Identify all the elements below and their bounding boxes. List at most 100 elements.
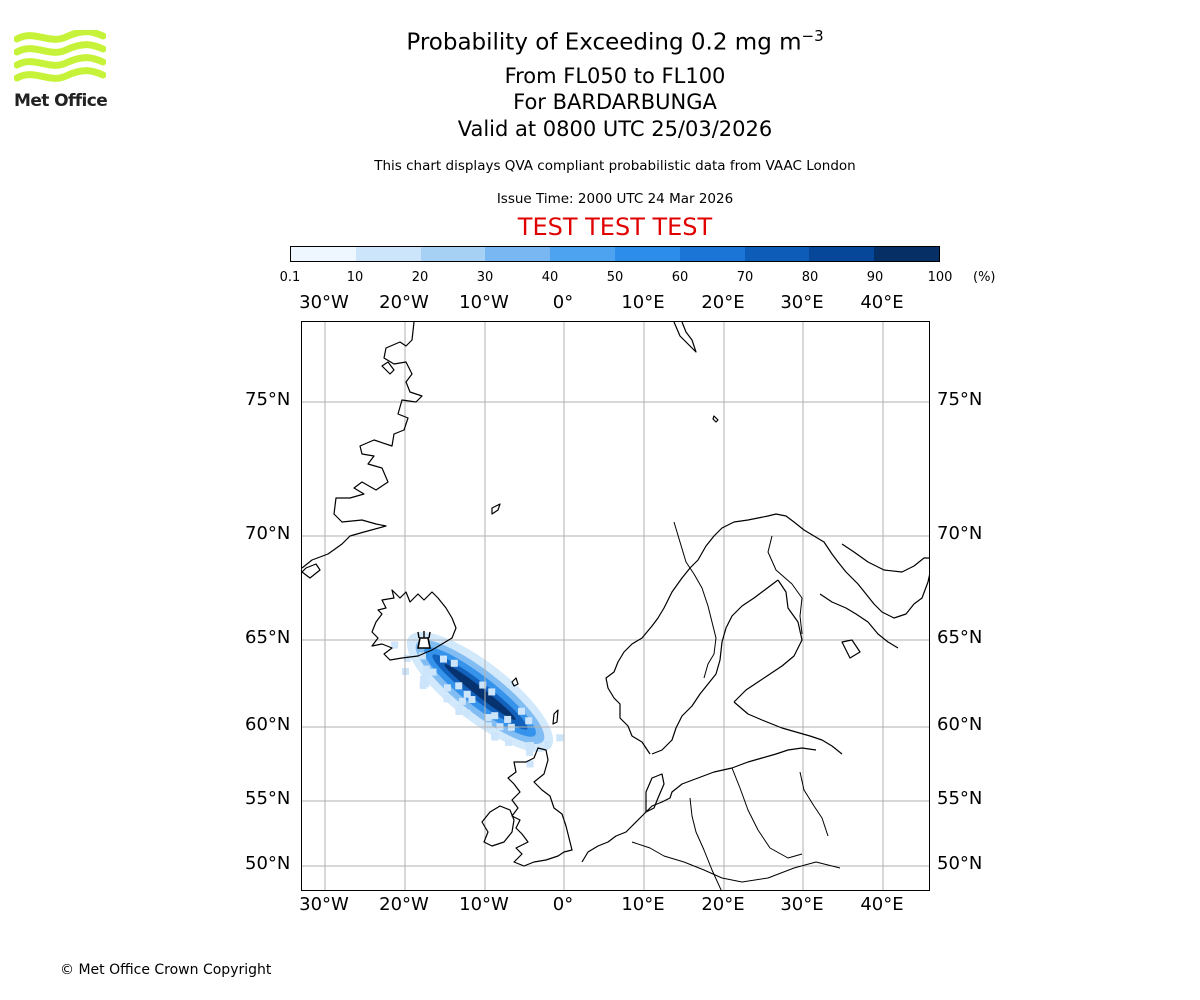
longitude-label: 0°: [552, 894, 574, 915]
latitude-label: 50°N: [937, 853, 983, 874]
plume-cell: [491, 733, 499, 741]
longitude-label: 20°W: [379, 894, 429, 915]
longitude-label: 0°: [552, 292, 574, 313]
longitude-label: 10°W: [459, 894, 509, 915]
plume-cell: [443, 695, 451, 703]
longitude-label: 30°E: [780, 292, 824, 313]
latitude-label: 75°N: [245, 389, 291, 410]
plume-cell: [484, 714, 492, 722]
longitude-label: 10°W: [459, 292, 509, 313]
copyright-notice: © Met Office Crown Copyright: [60, 962, 272, 978]
colorbar-tick-label: 30: [476, 270, 494, 285]
colorbar-tick-label: 40: [541, 270, 559, 285]
plume-cell: [429, 668, 437, 676]
issue-time: Issue Time: 2000 UTC 24 Mar 2026: [496, 191, 734, 207]
plume-cell: [463, 690, 471, 698]
plume-cell: [422, 680, 430, 688]
colorbar-swatch: [291, 247, 356, 261]
latitude-label: 70°N: [937, 523, 983, 544]
longitude-label: 20°W: [379, 292, 429, 313]
latitude-label: 65°N: [245, 627, 291, 648]
plume-cell: [443, 684, 451, 692]
latitude-label: 75°N: [937, 389, 983, 410]
map-panel[interactable]: [301, 321, 930, 891]
plume-cell: [463, 709, 471, 717]
plume-cell: [526, 760, 534, 768]
chart-title-valid-time: Valid at 0800 UTC 25/03/2026: [457, 117, 773, 141]
plume-cell: [450, 659, 458, 667]
ash-probability-plume: [391, 632, 564, 768]
plume-cell: [504, 738, 512, 746]
colorbar-swatch: [485, 247, 551, 261]
plume-cell: [484, 722, 492, 730]
plume-cell: [525, 717, 533, 725]
colorbar-tick-label: 90: [866, 270, 884, 285]
plume-cell: [391, 641, 399, 649]
plume-cell: [526, 748, 534, 756]
latitude-label: 55°N: [245, 788, 291, 809]
colorbar-tick-label: 100: [927, 270, 953, 285]
map-canvas: [302, 322, 929, 890]
probability-colorbar: [290, 246, 940, 262]
graticule: [302, 322, 929, 890]
met-office-logo-text: Met Office: [14, 91, 108, 111]
plume-cell: [458, 697, 466, 705]
europe-coast: [581, 747, 817, 863]
ireland-coast: [481, 805, 515, 847]
chart-title-flight-levels: From FL050 to FL100: [504, 64, 726, 88]
longitude-label: 20°E: [701, 292, 745, 313]
colorbar-tick-label: 10: [346, 270, 364, 285]
test-banner: TEST TEST TEST: [517, 213, 713, 241]
colorbar-swatch: [614, 247, 680, 261]
norway-coast: [605, 513, 929, 755]
plume-contour: [444, 664, 516, 720]
chart-subtitle: This chart displays QVA compliant probab…: [374, 158, 856, 174]
plume-cell: [455, 707, 463, 715]
plume-cell: [525, 743, 533, 751]
longitude-label: 20°E: [701, 894, 745, 915]
plume-cell: [403, 654, 411, 662]
plume-cell: [422, 665, 430, 673]
great-britain-coast: [507, 747, 573, 867]
iceland-coast: [371, 589, 457, 661]
colorbar-tick-label: 80: [801, 270, 819, 285]
latitude-label: 50°N: [245, 853, 291, 874]
colorbar-unit: (%): [973, 270, 996, 285]
colorbar-tick-label: 20: [411, 270, 429, 285]
volcano-marker-icon: [417, 631, 431, 649]
plume-cell: [504, 715, 512, 723]
colorbar-swatch: [679, 247, 745, 261]
colorbar-swatch: [550, 247, 615, 261]
colorbar-tick-label: 60: [671, 270, 689, 285]
plume-cell: [455, 704, 463, 712]
longitude-label: 10°E: [621, 894, 665, 915]
plume-cell: [468, 696, 476, 704]
chart-title-line1: Probability of Exceeding 0.2 mg m−3: [406, 27, 824, 56]
longitude-label: 30°W: [299, 292, 349, 313]
longitude-label: 10°E: [621, 292, 665, 313]
plume-cell: [421, 672, 429, 680]
plume-cell: [488, 688, 496, 696]
latitude-label: 70°N: [245, 523, 291, 544]
colorbar-swatch: [744, 247, 810, 261]
colorbar-tick-label: 70: [736, 270, 754, 285]
plume-cell: [491, 712, 499, 720]
latitude-label: 55°N: [937, 788, 983, 809]
longitude-label: 40°E: [860, 894, 904, 915]
longitude-label: 40°E: [860, 292, 904, 313]
latitude-label: 60°N: [937, 714, 983, 735]
colorbar-swatch: [874, 247, 939, 261]
colorbar-tick-label: 50: [606, 270, 624, 285]
plume-cell: [556, 734, 564, 742]
coastlines: [302, 322, 929, 890]
plume-cell: [455, 682, 463, 690]
latitude-label: 60°N: [245, 714, 291, 735]
longitude-label: 30°E: [780, 894, 824, 915]
colorbar-swatch: [809, 247, 875, 261]
chart-title-volcano: For BARDARBUNGA: [513, 90, 717, 114]
plume-cell: [479, 681, 487, 689]
plume-cell: [439, 655, 447, 663]
colorbar-swatch: [420, 247, 486, 261]
plume-cell: [517, 707, 525, 715]
colorbar-tick-label: 0.1: [279, 270, 301, 285]
